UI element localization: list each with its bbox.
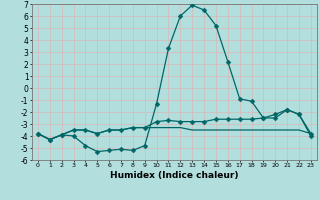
X-axis label: Humidex (Indice chaleur): Humidex (Indice chaleur) (110, 171, 239, 180)
